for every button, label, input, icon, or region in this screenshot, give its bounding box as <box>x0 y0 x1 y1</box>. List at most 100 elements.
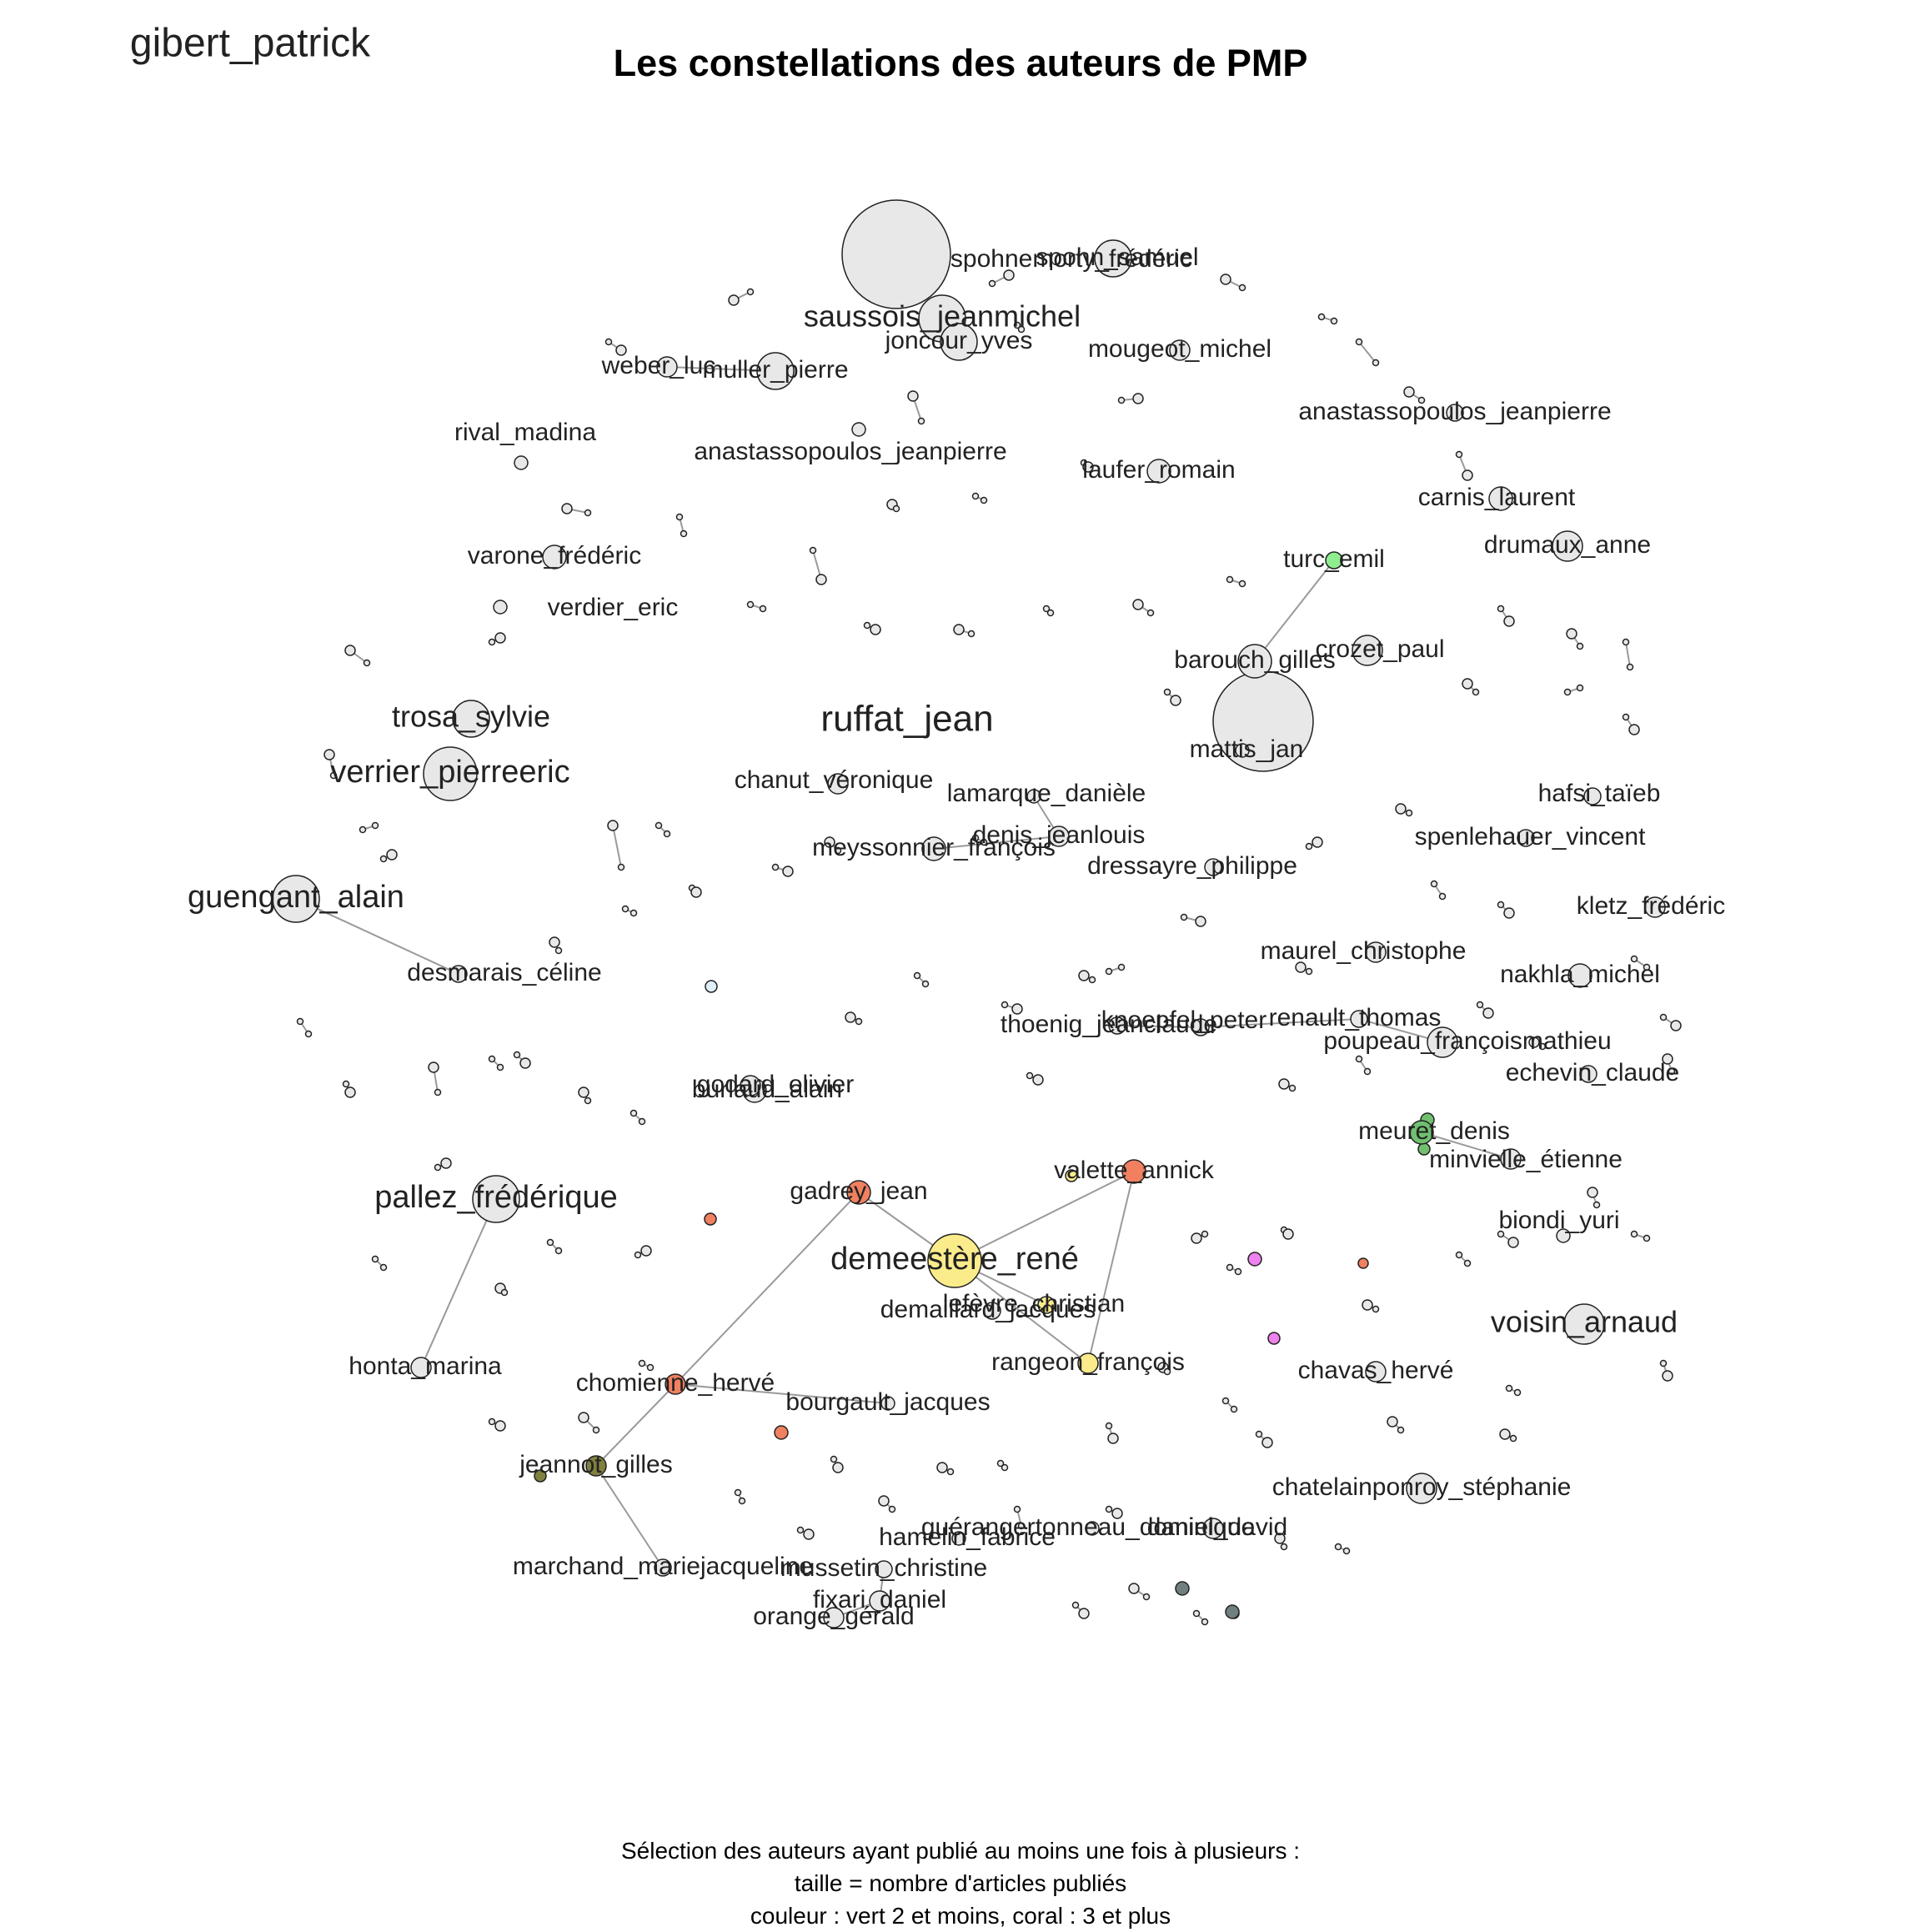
author-label-6: pallez_frédérique <box>374 1180 618 1215</box>
minor-node-89-1 <box>1107 1433 1119 1444</box>
minor-node-25-0 <box>746 600 755 609</box>
minor-node-82-1 <box>1643 1234 1651 1242</box>
author-label-7: voisin_arnaud <box>1491 1305 1678 1339</box>
colored-node-6 <box>1417 1142 1431 1156</box>
author-node-47 <box>846 1180 871 1205</box>
minor-node-105-0 <box>1128 1583 1140 1594</box>
minor-node-64-0 <box>629 1109 638 1117</box>
minor-node-2-1 <box>1003 269 1015 281</box>
minor-node-73-1 <box>554 1247 563 1255</box>
author-label-63: mussetin_christine <box>780 1554 987 1582</box>
author-label-19: carnis_laurent <box>1418 484 1576 511</box>
author-label-53: rangeon_françois <box>991 1348 1185 1376</box>
minor-node-66-0 <box>1278 1078 1290 1090</box>
minor-node-41-1 <box>1312 836 1323 848</box>
colored-node-9 <box>534 1469 547 1483</box>
minor-node-13-0 <box>675 513 684 521</box>
minor-node-102-1 <box>1280 1543 1288 1551</box>
author-node-20 <box>1552 530 1583 562</box>
author-label-5: guengant_alain <box>188 880 404 915</box>
minor-node-16-1 <box>980 496 988 504</box>
edge-18 <box>420 1198 497 1368</box>
author-label-31: meyssonnier_françois <box>812 834 1056 861</box>
author-node-19 <box>1488 486 1513 511</box>
minor-node-71-0 <box>434 1163 442 1172</box>
minor-node-9-0 <box>1403 386 1415 398</box>
minor-node-94-0 <box>1505 1384 1513 1393</box>
author-node-17 <box>1446 404 1464 422</box>
minor-node-98-0 <box>796 1526 805 1534</box>
minor-node-11-0 <box>1455 450 1463 459</box>
author-node-55 <box>665 1373 686 1395</box>
minor-node-23-0 <box>488 638 496 646</box>
author-node-39 <box>1191 1018 1210 1036</box>
minor-node-39-1 <box>834 846 842 855</box>
minor-node-87-0 <box>936 1462 948 1473</box>
minor-node-20-0 <box>1497 605 1505 613</box>
minor-node-16-0 <box>971 492 980 500</box>
minor-node-30-1 <box>1472 688 1480 696</box>
minor-node-79-0 <box>1455 1251 1463 1259</box>
author-node-18 <box>1146 459 1171 484</box>
colored-node-7 <box>705 980 718 993</box>
minor-node-102-0 <box>1274 1533 1286 1544</box>
author-node-31 <box>921 836 946 861</box>
minor-node-86-0 <box>830 1455 838 1463</box>
minor-node-81-0 <box>1587 1187 1598 1198</box>
minor-node-101-1 <box>1111 1508 1123 1519</box>
minor-node-45-0 <box>549 936 560 948</box>
minor-node-52-1 <box>1117 963 1126 971</box>
author-node-51 <box>983 1302 1001 1320</box>
author-label-55: chomienne_hervé <box>576 1369 775 1397</box>
minor-node-21-0 <box>1566 628 1577 640</box>
author-node-26 <box>1235 743 1250 758</box>
author-label-41: poupeau_françoismathieu <box>1323 1027 1611 1055</box>
author-label-9: joncour_yves <box>885 327 1033 354</box>
author-label-28: lamarque_danièle <box>947 780 1146 807</box>
minor-node-93-1 <box>1397 1426 1405 1434</box>
minor-node-78-0 <box>1362 1299 1373 1311</box>
minor-node-14-0 <box>809 546 817 555</box>
minor-node-0-0 <box>728 294 740 306</box>
minor-node-44-1 <box>1503 907 1515 919</box>
minor-node-73-0 <box>546 1238 554 1247</box>
author-label-20: drumaux_anne <box>1484 531 1651 559</box>
minor-node-28-0 <box>1042 605 1051 613</box>
minor-node-55-0 <box>1630 955 1638 963</box>
minor-node-48-0 <box>845 1011 856 1023</box>
minor-node-88-1 <box>1001 1463 1009 1472</box>
author-label-13: weber_luc <box>601 352 716 379</box>
minor-node-96-0 <box>1499 1428 1511 1440</box>
minor-node-6-0 <box>907 390 919 402</box>
minor-node-18-1 <box>1146 609 1155 617</box>
minor-node-0-1 <box>746 288 755 296</box>
minor-node-49-1 <box>921 980 930 988</box>
author-label-10: muller_pierre <box>702 356 848 384</box>
minor-node-29-0 <box>1163 688 1171 696</box>
minor-node-40-0 <box>971 834 980 842</box>
author-label-22: varone_frédéric <box>468 542 641 570</box>
author-label-14: mougeot_michel <box>1088 335 1271 363</box>
edge-1 <box>954 1171 1135 1262</box>
minor-node-103-0 <box>1334 1543 1342 1551</box>
minor-node-27-0 <box>953 624 965 635</box>
minor-node-88-0 <box>996 1459 1005 1468</box>
minor-node-36-0 <box>607 820 619 831</box>
author-label-47: gadrey_jean <box>790 1177 927 1205</box>
minor-node-87-1 <box>946 1468 955 1476</box>
minor-node-95-0 <box>1659 1359 1668 1367</box>
author-node-30 <box>1048 825 1070 847</box>
author-label-51: demaillard_jacques <box>880 1296 1096 1323</box>
minor-node-11-1 <box>1462 469 1473 481</box>
minor-node-106-1 <box>1201 1618 1209 1626</box>
colored-node-10 <box>1175 1581 1190 1596</box>
author-label-61: daniel_david <box>1147 1513 1287 1541</box>
minor-node-67-1 <box>1363 1067 1372 1076</box>
author-node-21 <box>1325 551 1343 570</box>
author-label-58: chatelainponroy_stéphanie <box>1272 1473 1572 1501</box>
minor-node-36-1 <box>617 863 625 871</box>
minor-node-51-1 <box>1088 976 1096 984</box>
edge-3 <box>954 1260 1089 1364</box>
author-label-11: spohnemorty_frédéric <box>950 245 1192 273</box>
minor-node-49-0 <box>913 971 921 980</box>
